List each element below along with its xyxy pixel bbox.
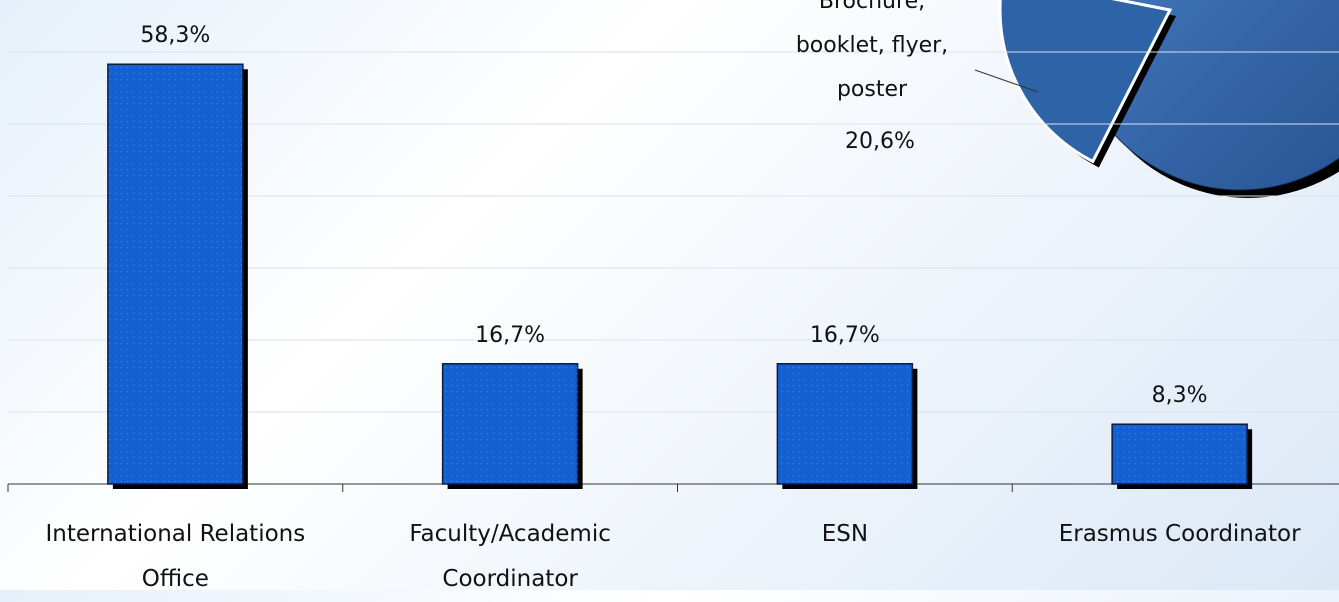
x-tick-label: Faculty/Academic Coordinator xyxy=(409,521,611,592)
x-tick-label: ESN xyxy=(821,521,869,547)
bar-texture xyxy=(107,64,243,485)
leader-line xyxy=(974,69,1039,93)
x-tick-label: Erasmus Coordinator xyxy=(1058,521,1301,547)
pie-label: Brochure, booklet, flyer, poster xyxy=(795,0,949,102)
pie-value-label: 20,6% xyxy=(845,129,915,154)
value-label: 16,7% xyxy=(809,322,880,348)
value-label: 8,3% xyxy=(1151,383,1208,409)
value-label: 16,7% xyxy=(475,322,546,348)
bar-texture xyxy=(777,363,913,484)
bar-texture xyxy=(442,363,578,484)
bar-texture xyxy=(1112,424,1248,484)
value-label: 58,3% xyxy=(140,23,211,49)
x-tick-label: International Relations Office xyxy=(45,521,306,592)
